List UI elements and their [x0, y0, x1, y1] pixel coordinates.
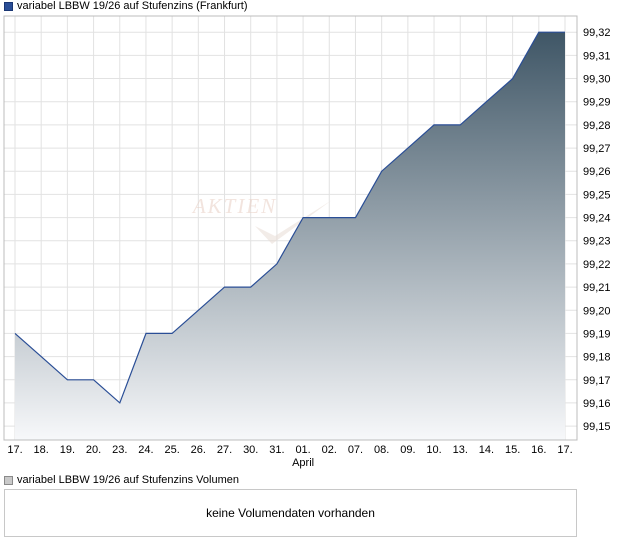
y-tick-label: 99,16 [583, 398, 611, 410]
x-axis: 17. 18. 19. 20. 23. 24. 25. 26. 27. 30. 31. 01.Apri… [7, 444, 572, 469]
volume-empty-message: keine Volumendaten vorhanden [206, 506, 375, 520]
price-legend: variabel LBBW 19/26 auf Stufenzins (Fran… [4, 0, 248, 12]
x-tick-label: 19. [60, 444, 75, 456]
x-tick-label: 20. [86, 444, 101, 456]
y-tick-label: 99,20 [583, 305, 611, 317]
y-tick-label: 99,18 [583, 352, 611, 364]
x-tick-label: 18. [34, 444, 49, 456]
y-tick-label: 99,26 [583, 166, 611, 178]
x-tick-label: 07. [348, 444, 363, 456]
volume-legend-label: variabel LBBW 19/26 auf Stufenzins Volum… [17, 474, 239, 486]
y-tick-label: 99,15 [583, 421, 611, 433]
x-tick-label: 17. [557, 444, 572, 456]
y-tick-label: 99,27 [583, 143, 611, 155]
y-tick-label: 99,29 [583, 97, 611, 109]
watermark-text: AKTIEN [191, 194, 277, 218]
price-line [14, 31, 565, 404]
x-tick-label: 30. [243, 444, 258, 456]
x-tick-label: 24. [138, 444, 153, 456]
y-tick-label: 99,22 [583, 259, 611, 271]
x-tick-label: 31. [269, 444, 284, 456]
volume-panel: keine Volumendaten vorhanden [4, 489, 577, 537]
watermark: AKTIEN [191, 194, 332, 244]
x-tick-label: 23. [112, 444, 127, 456]
x-tick-label: 02. [322, 444, 337, 456]
y-tick-label: 99,24 [583, 213, 611, 225]
volume-legend: variabel LBBW 19/26 auf Stufenzins Volum… [4, 474, 239, 486]
x-month-label: April [292, 457, 314, 469]
y-tick-label: 99,17 [583, 375, 611, 387]
x-tick-label: 15. [505, 444, 520, 456]
x-tick-label: 17. [7, 444, 22, 456]
x-tick-label: 26. [191, 444, 206, 456]
y-axis: 99,15 99,16 99,17 99,18 99,19 99,20 99,21 99,22… [583, 27, 611, 433]
y-tick-label: 99,23 [583, 236, 611, 248]
price-area [15, 32, 565, 440]
y-tick-label: 99,30 [583, 74, 611, 86]
x-tick-label: 27. [217, 444, 232, 456]
price-chart: AKTIEN 99,1599,1699,1799,1899,1999,2099,… [3, 15, 611, 469]
x-tick-label: 14. [479, 444, 494, 456]
x-tick-label: 08. [374, 444, 389, 456]
x-tick-label: 13. [453, 444, 468, 456]
x-tick-label: 01. [295, 444, 310, 456]
y-tick-label: 99,32 [583, 27, 611, 39]
y-tick-label: 99,19 [583, 328, 611, 340]
y-tick-label: 99,21 [583, 282, 611, 294]
y-tick-label: 99,31 [583, 50, 611, 62]
y-tick-label: 99,25 [583, 189, 611, 201]
x-tick-label: 16. [531, 444, 546, 456]
x-tick-label: 09. [400, 444, 415, 456]
y-tick-label: 99,28 [583, 120, 611, 132]
plot-border [3, 15, 578, 441]
price-legend-swatch [4, 1, 13, 11]
x-tick-label: 25. [164, 444, 179, 456]
chart-title: variabel LBBW 19/26 auf Stufenzins (Fran… [17, 0, 248, 12]
volume-legend-swatch [4, 475, 13, 485]
x-tick-label: 10. [426, 444, 441, 456]
